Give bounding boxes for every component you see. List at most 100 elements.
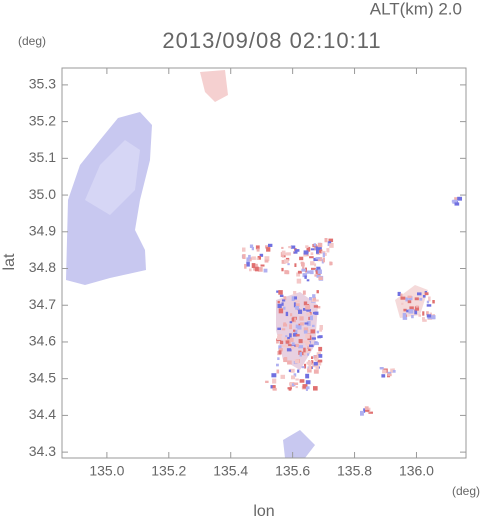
echo-speckle <box>310 270 314 275</box>
echo-speckle <box>457 196 463 201</box>
echo-speckle <box>283 259 289 264</box>
echo-speckle <box>242 254 246 260</box>
echo-speckle <box>272 387 277 391</box>
echo-speckle <box>287 336 291 340</box>
echo-speckle <box>293 373 297 377</box>
echo-speckle <box>298 339 303 344</box>
echo-speckle <box>289 368 295 373</box>
echo-speckle <box>297 325 302 330</box>
echo-speckle <box>305 304 311 310</box>
echo-speckle <box>298 309 303 314</box>
echo-speckle <box>264 259 269 263</box>
echo-speckle <box>307 368 312 373</box>
echo-speckle <box>289 321 293 324</box>
echo-speckle <box>406 309 410 313</box>
echo-speckle <box>278 290 283 295</box>
echo-speckle <box>293 251 298 254</box>
echo-speckle <box>306 321 311 326</box>
echo-speckle <box>289 324 292 330</box>
echo-speckle <box>306 309 311 312</box>
echo-speckle <box>276 369 280 374</box>
echo-speckle <box>277 300 280 304</box>
echo-speckle <box>426 304 432 307</box>
echo-speckle <box>286 252 291 256</box>
echo-speckle <box>277 336 282 341</box>
echo-speckle <box>454 202 460 206</box>
echo-area <box>283 430 315 458</box>
y-tick-label: 35.2 <box>29 112 56 128</box>
echo-speckle <box>316 274 321 278</box>
echo-speckle <box>256 257 259 261</box>
echo-speckle <box>422 295 426 298</box>
echo-speckle <box>322 252 325 258</box>
echo-speckle <box>254 266 259 272</box>
echo-speckle <box>312 324 315 328</box>
y-tick-label: 34.8 <box>29 259 56 275</box>
echo-speckle <box>259 253 264 257</box>
echo-speckle <box>305 333 310 339</box>
echo-speckle <box>311 267 316 270</box>
echo-speckle <box>268 243 273 247</box>
echo-speckle <box>314 355 317 359</box>
echo-speckle <box>314 311 319 315</box>
echo-speckle <box>400 293 403 298</box>
echo-speckle <box>282 299 286 302</box>
echo-speckle <box>294 343 299 348</box>
echo-speckle <box>306 246 311 252</box>
echo-speckle <box>303 350 306 355</box>
echo-speckle <box>295 300 300 303</box>
echo-speckle <box>387 373 392 377</box>
echo-speckle <box>422 317 425 321</box>
echo-speckle <box>280 374 286 379</box>
echo-speckle <box>309 344 314 348</box>
echo-speckle <box>424 291 428 294</box>
echo-speckle <box>314 263 317 267</box>
echo-speckle <box>317 242 323 248</box>
y-tick-label: 35.3 <box>29 76 56 92</box>
echo-speckle <box>310 248 315 251</box>
echo-speckle <box>316 330 320 334</box>
radar-echo <box>66 70 463 458</box>
echo-speckle <box>313 369 319 374</box>
echo-speckle <box>299 352 303 357</box>
echo-speckle <box>305 386 308 391</box>
echo-speckle <box>403 308 407 312</box>
echo-speckle <box>315 270 318 274</box>
echo-speckle <box>454 197 460 201</box>
echo-speckle <box>295 303 300 307</box>
echo-speckle <box>368 411 373 414</box>
echo-speckle <box>291 342 295 346</box>
echo-speckle <box>277 334 283 337</box>
echo-speckle <box>257 256 261 260</box>
echo-speckle <box>285 340 290 344</box>
y-tick-label: 34.9 <box>29 222 56 238</box>
x-axis-label: lon <box>253 503 274 520</box>
echo-speckle <box>281 246 284 249</box>
echo-speckle <box>304 275 307 279</box>
echo-speckle <box>303 340 308 344</box>
echo-speckle <box>414 297 419 301</box>
echo-speckle <box>313 386 318 391</box>
y-tick-label: 34.4 <box>29 406 56 422</box>
echo-speckle <box>414 306 420 311</box>
echo-speckle <box>301 262 305 267</box>
echo-speckle <box>301 366 305 369</box>
echo-speckle <box>265 245 270 249</box>
echo-speckle <box>307 329 310 333</box>
x-tick-label: 136.0 <box>399 463 434 479</box>
echo-speckle <box>407 295 412 299</box>
echo-speckle <box>278 350 282 355</box>
echo-speckle <box>308 364 312 370</box>
echo-speckle <box>294 263 297 267</box>
echo-speckle <box>278 345 282 350</box>
echo-speckle <box>313 243 316 247</box>
echo-speckle <box>319 328 323 332</box>
echo-speckle <box>422 311 425 316</box>
echo-speckle <box>246 257 250 263</box>
echo-speckle <box>303 327 309 332</box>
echo-speckle <box>314 274 319 277</box>
echo-speckle <box>286 348 292 352</box>
echo-speckle <box>290 245 296 249</box>
echo-speckle <box>277 303 282 309</box>
